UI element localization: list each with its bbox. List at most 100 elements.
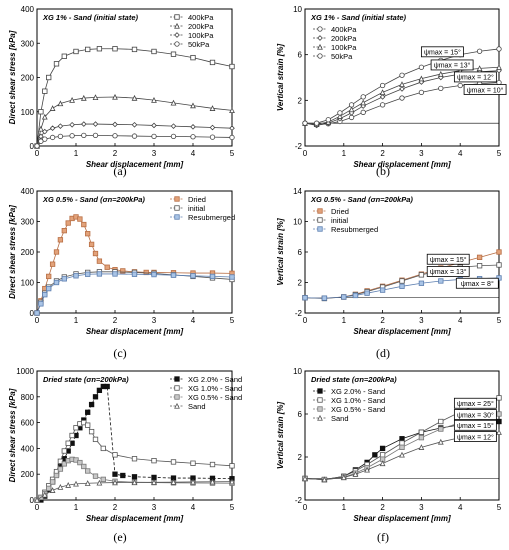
data-point (88, 401, 95, 408)
x-tick-label: 4 (191, 316, 196, 325)
data-point (57, 133, 64, 140)
y-axis-title: Vertical strain [%] (276, 402, 285, 470)
legend-label: initial (331, 216, 348, 225)
y-tick-label: 200 (21, 470, 35, 479)
data-point (92, 436, 99, 443)
data-point (57, 100, 64, 107)
data-point (418, 280, 425, 286)
annotation-label: ψmax = 8° (461, 280, 494, 288)
legend-marker (317, 406, 323, 412)
legend-label: XG 0.5% - Sand (188, 393, 242, 402)
y-tick-label: 200 (21, 74, 35, 83)
annotation-box (453, 419, 497, 431)
data-point (65, 440, 71, 446)
data-point (302, 295, 308, 301)
y-tick-label: 6 (298, 410, 303, 419)
data-point (399, 72, 405, 78)
series-line (36, 273, 233, 314)
y-tick-label: 10 (293, 5, 302, 14)
panel-label-f: (f) (377, 530, 389, 544)
annotation-label: ψmax = 13° (434, 62, 471, 70)
legend-label: 200kPa (331, 34, 357, 43)
annotation-label: ψmax = 30° (457, 411, 494, 419)
data-point (34, 143, 40, 149)
x-tick-label: 4 (191, 149, 196, 158)
data-point (61, 448, 67, 454)
legend-label: XG 2.0% - Sand (188, 375, 242, 384)
data-point (57, 466, 64, 472)
x-axis-title: Shear displacement [mm] (353, 514, 451, 523)
annotation-label: ψmax = 13° (430, 268, 467, 276)
data-point (209, 461, 216, 468)
data-point (170, 123, 177, 129)
data-point (81, 132, 87, 139)
data-point (92, 394, 99, 400)
data-point (418, 444, 425, 450)
x-tick-label: 5 (497, 503, 502, 512)
data-point (151, 474, 157, 481)
data-point (229, 107, 235, 114)
data-point (41, 491, 48, 498)
y-tick-label: 400 (21, 444, 35, 453)
data-point (120, 472, 126, 479)
chart-title: XG 0.5% - Sand (σn=200kPa) (310, 195, 413, 204)
data-point (348, 106, 355, 113)
legend-marker (317, 26, 323, 32)
x-axis-title: Shear displacement [mm] (353, 160, 451, 169)
x-tick-label: 5 (230, 149, 235, 158)
data-point (379, 89, 386, 95)
data-point (438, 85, 444, 91)
x-tick-label: 0 (35, 149, 40, 158)
data-point (57, 237, 64, 243)
data-point (131, 133, 138, 139)
data-point (360, 94, 366, 100)
data-point (131, 46, 138, 53)
y-axis-title: Vertical strain [%] (276, 218, 285, 286)
y-tick-label: 100 (21, 108, 35, 117)
data-point (209, 124, 216, 131)
data-point (53, 279, 60, 286)
data-point (399, 283, 405, 289)
y-tick-label: 0 (30, 142, 35, 151)
data-point (96, 387, 103, 394)
data-point (229, 134, 235, 141)
panel-label-c: (c) (113, 346, 127, 360)
legend-label: 50kPa (188, 40, 210, 49)
data-point (313, 120, 320, 126)
data-point (88, 428, 95, 435)
data-point (190, 460, 196, 466)
annotation-label: ψmax = 12° (457, 433, 494, 441)
x-tick-label: 3 (152, 503, 157, 512)
data-point (379, 82, 386, 89)
data-point (77, 459, 83, 466)
data-point (88, 241, 95, 248)
y-axis-title: Vertical strain [%] (276, 44, 285, 112)
data-point (131, 456, 138, 462)
data-point (151, 479, 157, 485)
x-tick-label: 5 (497, 149, 502, 158)
y-axis-title: Direct shear stress [kPa] (8, 388, 17, 482)
data-point (209, 105, 216, 111)
data-point (61, 276, 67, 282)
y-axis-title: Direct shear stress [kPa] (8, 30, 17, 124)
y-tick-label: -2 (295, 309, 303, 318)
data-point (104, 383, 110, 390)
data-point (61, 461, 67, 467)
data-point (92, 132, 99, 139)
data-point (96, 258, 103, 264)
data-point (53, 61, 60, 67)
data-point (85, 46, 91, 53)
data-point (112, 452, 118, 458)
y-tick-label: 800 (21, 393, 35, 402)
data-point (112, 46, 118, 52)
y-tick-label: 600 (21, 419, 35, 428)
legend-marker (174, 394, 180, 400)
data-point (399, 440, 405, 446)
data-point (496, 46, 502, 52)
data-point (229, 478, 235, 485)
data-point (352, 471, 359, 477)
x-axis-title: Shear displacement [mm] (86, 327, 184, 336)
data-point (229, 274, 235, 280)
x-tick-label: 5 (230, 503, 235, 512)
data-point (209, 478, 216, 485)
